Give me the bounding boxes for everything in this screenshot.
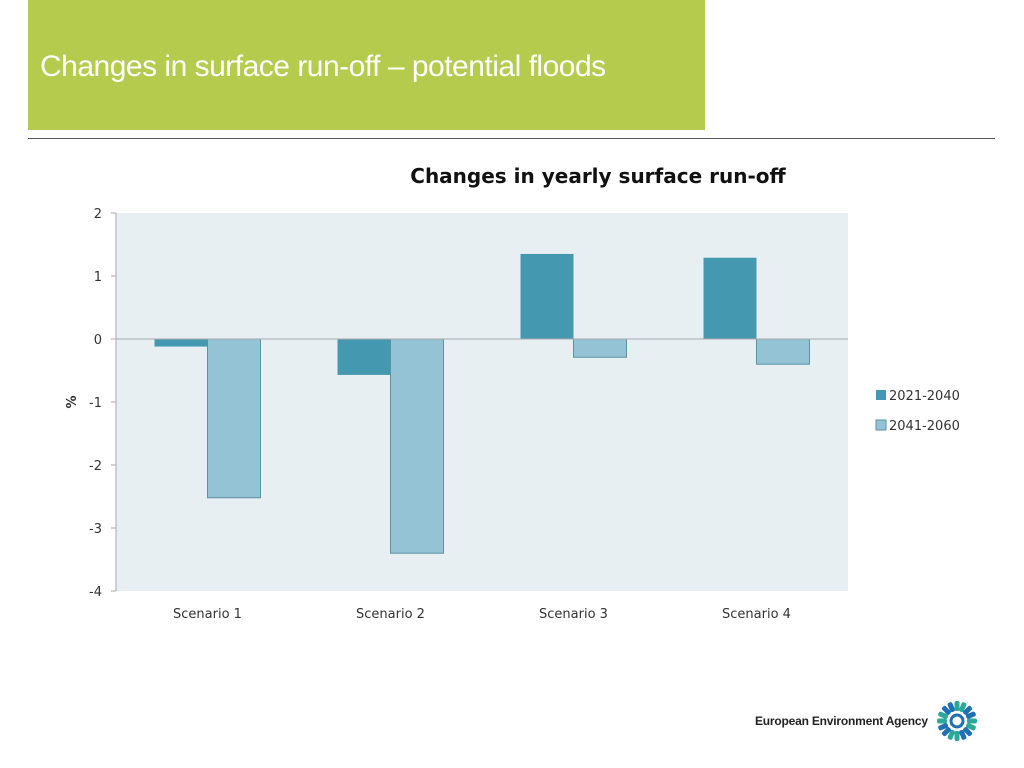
legend-swatch (875, 419, 887, 431)
legend-label: 2041-2060 (889, 419, 960, 434)
logo-ray (954, 731, 960, 741)
logo-ray (938, 723, 948, 731)
y-tick-label: -3 (89, 522, 102, 537)
logo-ray (941, 705, 951, 715)
bar-2041-2060 (756, 338, 810, 365)
bar-2021-2040 (703, 257, 757, 339)
slide-title: Changes in surface run-off – potential f… (40, 50, 606, 83)
logo-ray (938, 711, 948, 719)
y-tick-label: 0 (94, 333, 102, 348)
y-tick-label: -2 (89, 459, 102, 474)
logo-core (949, 713, 965, 729)
divider (28, 138, 995, 139)
bar-2021-2040 (154, 339, 208, 347)
logo-ray (962, 705, 972, 715)
bar-2041-2060 (207, 338, 261, 499)
logo-ray (947, 702, 955, 713)
logo-ray (958, 729, 967, 740)
logo-ray (966, 718, 977, 724)
y-tick-label: 1 (94, 270, 102, 285)
bar-2041-2060 (573, 338, 627, 358)
logo-ray (936, 718, 947, 724)
bar-2041-2060 (390, 338, 444, 554)
logo-ray (954, 701, 960, 711)
bar-2021-2040 (520, 253, 574, 339)
logo-ray (965, 723, 976, 731)
chart-title: Changes in yearly surface run-off (410, 164, 786, 188)
x-tick-label: Scenario 4 (722, 607, 791, 622)
logo-ray (965, 711, 976, 719)
logo-ray (962, 727, 972, 737)
x-tick-label: Scenario 2 (356, 607, 425, 622)
bar-chart: Changes in yearly surface run-off 2 1 0 -1 -… (65, 164, 960, 622)
x-tick-label: Scenario 1 (173, 607, 242, 622)
eea-logo: European Environment Agency (755, 700, 978, 742)
y-axis-label: % (65, 395, 80, 408)
legend-swatch (876, 390, 886, 400)
y-tick-label: 2 (94, 207, 102, 222)
logo-text: European Environment Agency (755, 714, 928, 728)
y-tick-label: -1 (89, 396, 102, 411)
logo-ray (958, 702, 967, 713)
logo-ray (941, 727, 951, 737)
title-banner: Changes in surface run-off – potential f… (28, 0, 705, 130)
legend-label: 2021-2040 (889, 389, 960, 404)
logo-ray (947, 729, 955, 740)
bar-2021-2040 (337, 339, 391, 375)
x-tick-label: Scenario 3 (539, 607, 608, 622)
y-tick-label: -4 (89, 585, 102, 600)
eea-sun-icon (936, 701, 977, 741)
